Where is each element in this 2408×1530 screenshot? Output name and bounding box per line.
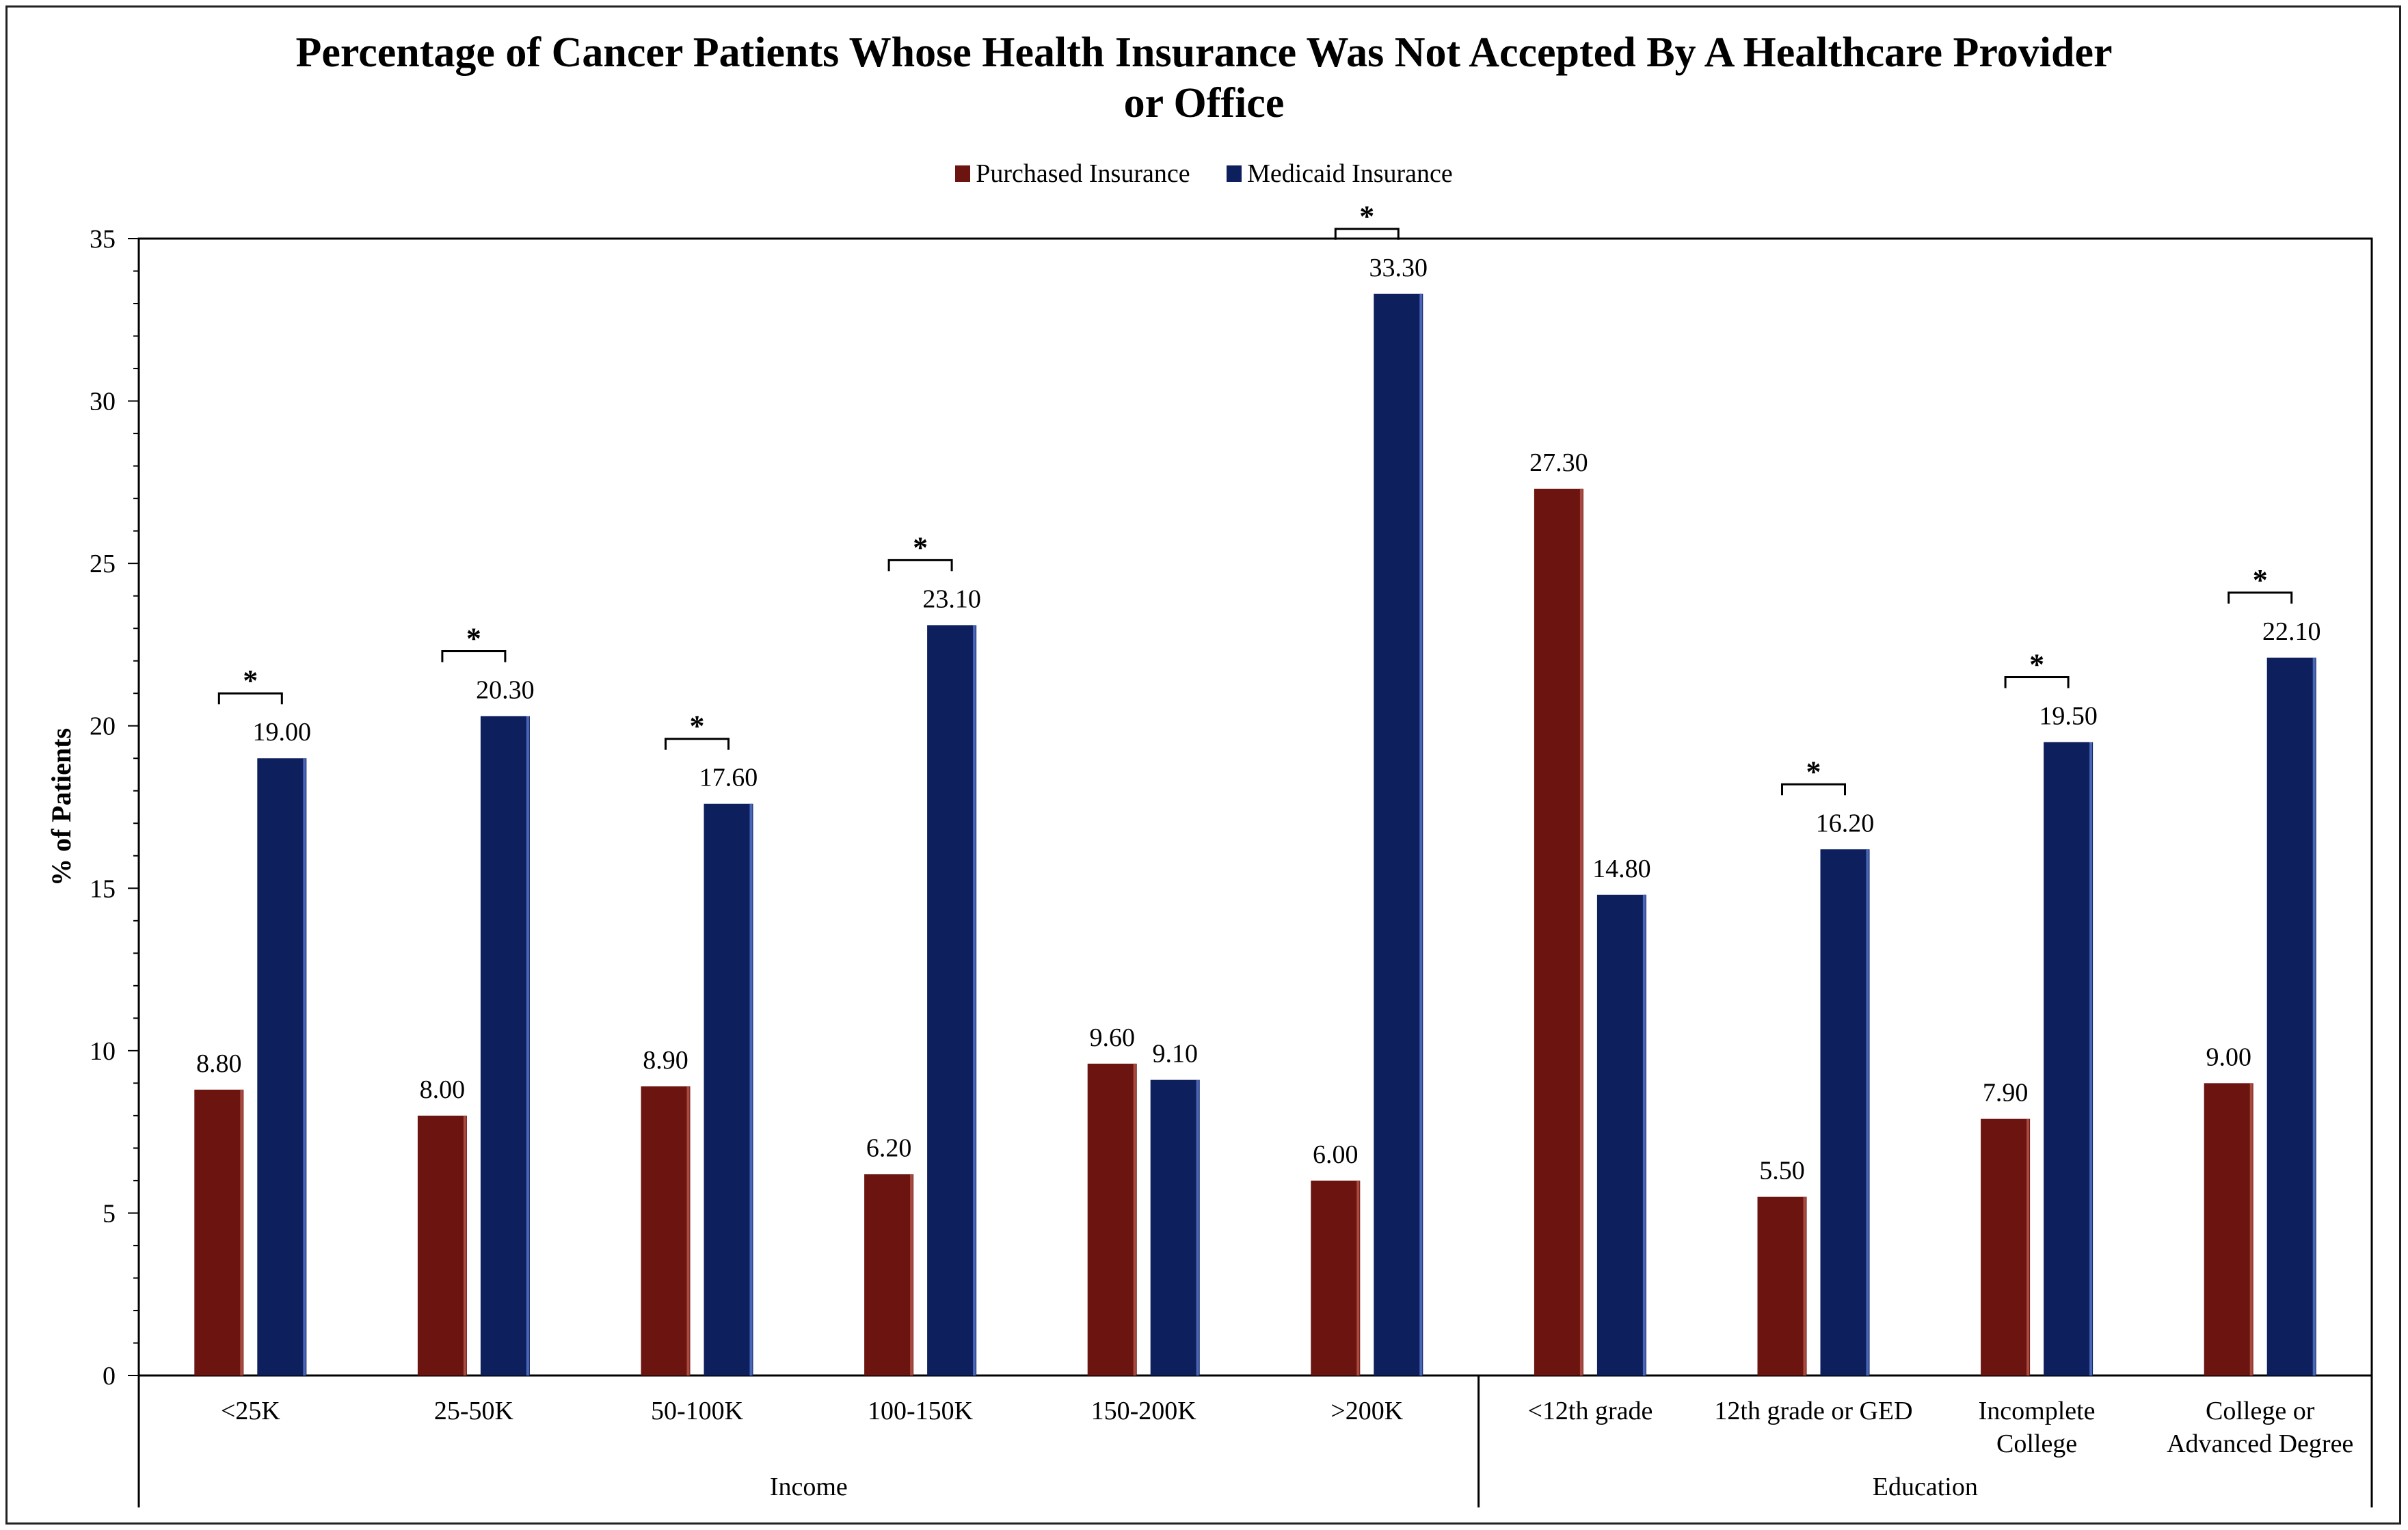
bar-medicaid [257, 758, 307, 1375]
data-label: 33.30 [1369, 254, 1428, 282]
significance-marker: * [1359, 200, 1374, 233]
significance-marker: * [2253, 563, 2268, 597]
data-label: 19.50 [2039, 701, 2098, 730]
data-label: 14.80 [1592, 855, 1651, 883]
y-tick-label: 10 [90, 1037, 116, 1066]
data-label: 27.30 [1529, 448, 1588, 477]
bar-medicaid [927, 625, 977, 1376]
significance-bracket [217, 692, 283, 705]
y-tick-label: 30 [90, 388, 116, 416]
y-tick-label: 5 [103, 1199, 116, 1228]
significance-bracket [1334, 228, 1400, 240]
y-tick-label: 35 [90, 225, 116, 254]
y-tick-label: 15 [90, 874, 116, 903]
legend-entry-medicaid: Medicaid Insurance [1227, 159, 1453, 189]
significance-marker: * [690, 710, 705, 743]
x-tick-label: Incomplete [1979, 1397, 2096, 1425]
data-label: 7.90 [1983, 1079, 2029, 1108]
bar-medicaid [704, 803, 753, 1375]
data-label: 6.00 [1313, 1140, 1359, 1169]
data-label: 20.30 [476, 675, 535, 704]
significance-bracket [441, 649, 507, 662]
bar-purchased [864, 1174, 914, 1375]
data-label: 9.00 [2206, 1043, 2251, 1071]
group-label: Education [1873, 1473, 1978, 1501]
bar-purchased [1534, 488, 1583, 1375]
data-label: 8.80 [196, 1049, 242, 1078]
y-tick-label: 20 [90, 712, 116, 741]
significance-bracket [1781, 783, 1846, 796]
x-tick-label: <25K [221, 1397, 280, 1425]
bar-purchased [641, 1086, 691, 1375]
data-label: 23.10 [922, 585, 981, 613]
data-label: 16.20 [1816, 809, 1875, 837]
significance-bracket [887, 559, 953, 572]
x-tick-label: College [1996, 1430, 2077, 1458]
bar-medicaid [2266, 657, 2316, 1375]
chart-title: Percentage of Cancer Patients Whose Heal… [0, 27, 2408, 129]
bar-purchased [1757, 1196, 1807, 1375]
group-label: Income [770, 1473, 848, 1501]
chart-title-line-2: or Office [1123, 80, 1285, 126]
significance-bracket [2004, 675, 2070, 688]
chart-title-line-1: Percentage of Cancer Patients Whose Heal… [295, 29, 2113, 76]
legend-label-purchased: Purchased Insurance [976, 159, 1190, 188]
bar-purchased [1311, 1180, 1361, 1375]
bar-medicaid [1820, 849, 1870, 1375]
x-tick-label: College or [2206, 1397, 2315, 1425]
data-label: 19.00 [253, 718, 312, 747]
x-tick-label: <12th grade [1527, 1397, 1653, 1425]
legend-swatch-purchased [955, 165, 971, 182]
significance-bracket [665, 738, 730, 750]
x-tick-label: 25-50K [434, 1397, 514, 1425]
data-label: 6.20 [866, 1133, 912, 1162]
data-label: 22.10 [2262, 617, 2321, 646]
x-tick-label: 50-100K [651, 1397, 744, 1425]
bar-medicaid [480, 716, 530, 1375]
x-tick-label: 100-150K [868, 1397, 974, 1425]
data-label: 5.50 [1759, 1157, 1805, 1185]
bar-medicaid [2044, 742, 2093, 1375]
bar-purchased [417, 1115, 467, 1375]
x-tick-label: 150-200K [1091, 1397, 1197, 1425]
x-tick-label: >200K [1330, 1397, 1403, 1425]
significance-marker: * [1806, 755, 1821, 788]
legend-entry-purchased: Purchased Insurance [955, 159, 1190, 189]
plot-area [137, 237, 2373, 1377]
data-label: 8.90 [643, 1046, 688, 1075]
significance-marker: * [466, 621, 481, 655]
bar-medicaid [1150, 1079, 1200, 1375]
significance-marker: * [913, 531, 928, 564]
y-tick-label: 25 [90, 550, 116, 578]
x-tick-label: Advanced Degree [2167, 1430, 2353, 1458]
bar-purchased [2204, 1083, 2253, 1375]
y-tick-label: 0 [103, 1362, 116, 1391]
bar-purchased [1981, 1118, 2031, 1375]
y-axis-label: % of Patients [46, 728, 77, 886]
data-label: 9.10 [1152, 1040, 1198, 1069]
legend-label-medicaid: Medicaid Insurance [1247, 159, 1453, 188]
x-tick-label: 12th grade or GED [1714, 1397, 1912, 1425]
significance-bracket [2228, 591, 2293, 604]
bar-medicaid [1596, 894, 1646, 1375]
bar-medicaid [1374, 293, 1423, 1375]
bar-purchased [194, 1089, 244, 1375]
data-label: 9.60 [1089, 1023, 1135, 1052]
legend-swatch-medicaid [1227, 165, 1242, 182]
significance-marker: * [2029, 647, 2044, 681]
data-label: 17.60 [699, 764, 758, 792]
bar-purchased [1087, 1063, 1137, 1375]
legend: Purchased Insurance Medicaid Insurance [0, 159, 2408, 189]
significance-marker: * [243, 664, 258, 697]
data-label: 8.00 [420, 1075, 466, 1104]
